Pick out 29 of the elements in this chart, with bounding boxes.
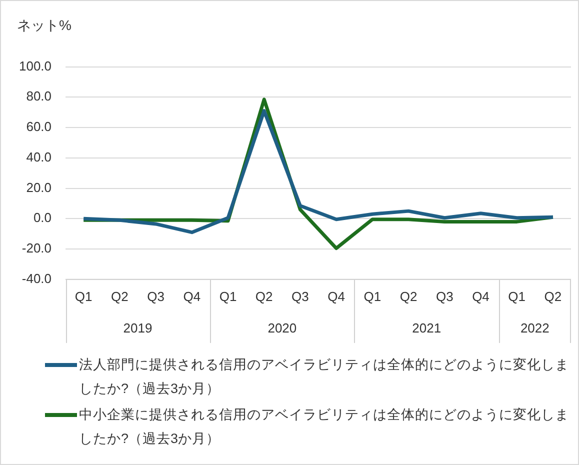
x-tick-label: Q3 <box>147 288 164 304</box>
y-tick-label: -20.0 <box>22 240 52 256</box>
legend-label: 中小企業に提供される信用のアベイラビリティは全体的にどのように変化しましたか?（過去3か月） <box>79 406 570 448</box>
y-tick-label: 60.0 <box>26 119 52 134</box>
y-tick-label: 0.0 <box>33 210 52 226</box>
x-tick-label: Q1 <box>364 288 382 304</box>
x-tick-label: Q1 <box>219 288 237 304</box>
x-tick-label: Q3 <box>292 288 309 304</box>
x-tick-label: Q2 <box>400 288 418 304</box>
x-tick-label: Q4 <box>328 288 345 304</box>
y-tick-label: 100.0 <box>18 58 52 74</box>
text: 2019 <box>123 320 152 336</box>
x-tick-label: Q1 <box>508 288 526 304</box>
x-tick-label: Q2 <box>111 288 128 304</box>
text: 2021 <box>412 320 442 336</box>
text: 2022 <box>520 320 550 336</box>
x-tick-label: Q2 <box>255 288 273 304</box>
text: 2020 <box>268 320 297 336</box>
x-tick-label: Q2 <box>544 288 562 304</box>
y-tick-label: 20.0 <box>26 180 52 195</box>
legend-label: 法人部門に提供される信用のアベイラビリティは全体的にどのように変化しましたか?（過去3か月） <box>79 356 570 398</box>
y-tick-label: 40.0 <box>26 149 52 164</box>
x-tick-label: Q4 <box>183 288 201 304</box>
y-tick-label: -40.0 <box>22 270 52 286</box>
y-tick-label: 80.0 <box>26 88 52 104</box>
x-tick-label: Q1 <box>74 288 92 304</box>
y-axis-title: ネット% <box>17 17 72 35</box>
x-tick-label: Q4 <box>472 288 490 304</box>
x-tick-label: Q3 <box>436 288 454 304</box>
